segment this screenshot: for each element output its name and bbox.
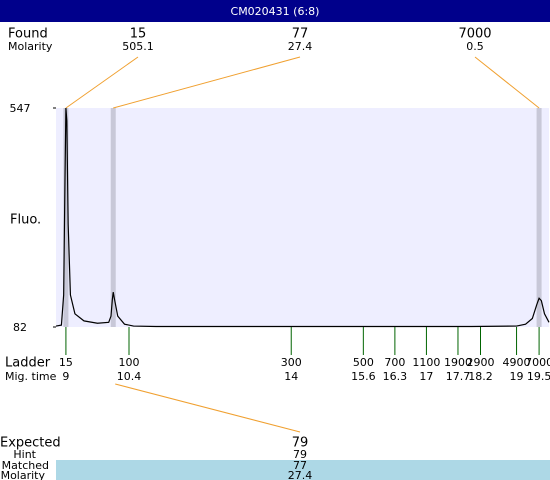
hint-value: 79: [293, 448, 307, 461]
y-axis-label: Fluo.: [10, 213, 41, 228]
found-size: 77: [292, 27, 309, 42]
ladder-size: 15: [59, 356, 73, 369]
peak-connector: [65, 56, 139, 109]
x-tick-label: 19: [510, 370, 524, 383]
matched-value: 77: [293, 459, 307, 472]
expected-connector: [115, 383, 301, 433]
x-tick-label: 10.4: [117, 370, 142, 383]
matched-label: Matched: [2, 459, 49, 472]
found-molarity: 505.1: [122, 40, 154, 53]
x-tick-label: 18.2: [468, 370, 493, 383]
y-tick-label: 82: [13, 321, 27, 334]
peak-connector: [474, 56, 540, 109]
x-tick-title: Mig. time: [5, 370, 57, 383]
header-bar: [0, 0, 550, 22]
trace-line: [55, 107, 550, 328]
ladder-size: 1100: [412, 356, 440, 369]
x-tick-label: 17: [419, 370, 433, 383]
found-molarity: 27.4: [288, 40, 313, 53]
header-title: CM020431 (6:8): [231, 5, 320, 18]
y-tick-label: 547: [10, 102, 31, 115]
matched-molarity-value: 27.4: [288, 469, 313, 480]
x-tick-label: 16.3: [383, 370, 408, 383]
expected-value: 79: [292, 436, 309, 451]
peak-band: [63, 108, 69, 327]
ladder-size: 7000: [525, 356, 550, 369]
x-tick-label: 19.5: [527, 370, 550, 383]
ladder-size: 300: [281, 356, 302, 369]
found-molarity: 0.5: [466, 40, 484, 53]
x-tick-label: 9: [62, 370, 69, 383]
molarity-label: Molarity: [8, 40, 53, 53]
ladder-size: 4900: [503, 356, 531, 369]
x-axis-label: Ladder: [5, 356, 51, 371]
plot-area: [56, 108, 549, 327]
hint-label: Hint: [13, 448, 36, 461]
ladder-size: 100: [119, 356, 140, 369]
ladder-size: 700: [384, 356, 405, 369]
x-tick-label: 14: [284, 370, 298, 383]
expected-label: Expected: [0, 436, 61, 451]
peak-band: [536, 108, 542, 327]
peak-connector: [113, 56, 301, 109]
matched-band: [56, 460, 550, 480]
found-size: 7000: [458, 27, 491, 42]
ladder-size: 1900: [444, 356, 472, 369]
ladder-size: 500: [353, 356, 374, 369]
found-label: Found: [8, 27, 48, 42]
ladder-size: 2900: [467, 356, 495, 369]
peak-band: [110, 108, 116, 327]
x-tick-label: 17.7: [446, 370, 471, 383]
found-size: 15: [130, 27, 147, 42]
matched-molarity-label: Molarity: [1, 469, 46, 480]
x-tick-label: 15.6: [351, 370, 376, 383]
